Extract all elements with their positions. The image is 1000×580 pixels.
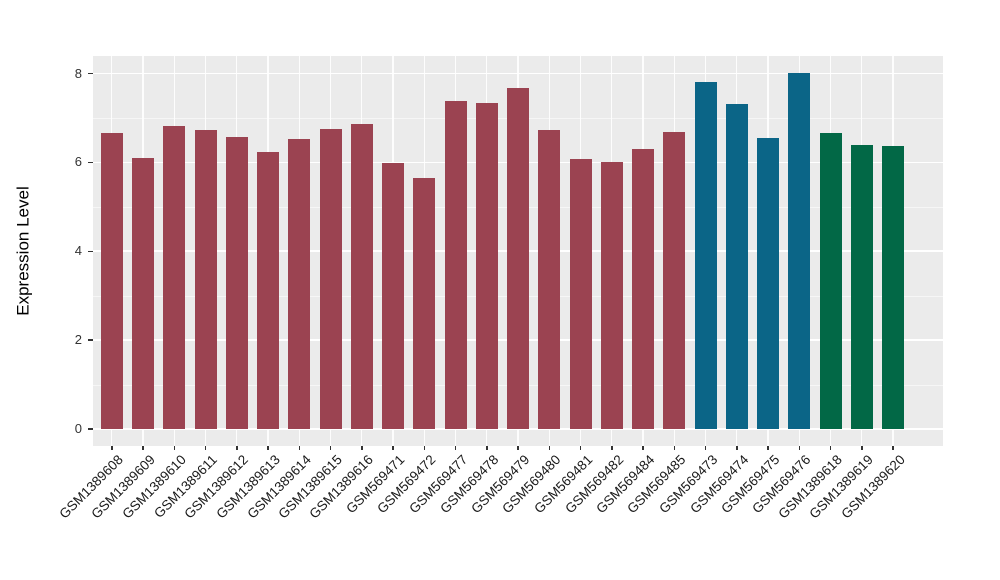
bar-GSM569473 bbox=[694, 81, 717, 429]
bar-GSM1389610 bbox=[163, 125, 186, 429]
x-tick-mark-GSM1389612 bbox=[236, 446, 238, 450]
bar-GSM569481 bbox=[569, 159, 592, 429]
x-tick-mark-GSM569479 bbox=[517, 446, 519, 450]
y-tick-label-6: 6 bbox=[74, 154, 82, 170]
bar-GSM569480 bbox=[538, 129, 561, 429]
bar-GSM569479 bbox=[507, 87, 529, 429]
y-tick-label-8: 8 bbox=[74, 65, 82, 81]
x-tick-mark-GSM569478 bbox=[486, 446, 488, 450]
y-tick-label-0: 0 bbox=[74, 421, 82, 436]
x-tick-mark-GSM1389619 bbox=[861, 446, 863, 450]
x-tick-mark-GSM1389613 bbox=[267, 446, 269, 450]
bar-GSM1389611 bbox=[194, 130, 217, 429]
x-tick-mark-GSM1389610 bbox=[173, 446, 175, 450]
bar-GSM1389619 bbox=[850, 144, 873, 429]
x-tick-mark-GSM1389620 bbox=[892, 446, 894, 450]
bar-GSM1389616 bbox=[350, 124, 373, 429]
bar-GSM569474 bbox=[725, 104, 748, 429]
y-tick-label-2: 2 bbox=[74, 332, 82, 348]
bar-GSM569478 bbox=[475, 103, 498, 429]
bar-GSM1389614 bbox=[288, 139, 311, 429]
bar-GSM1389609 bbox=[132, 158, 154, 429]
x-tick-mark-GSM1389616 bbox=[361, 446, 363, 450]
bar-GSM569482 bbox=[600, 162, 623, 429]
bar-GSM1389612 bbox=[225, 136, 248, 429]
x-tick-mark-GSM1389609 bbox=[142, 446, 144, 450]
bar-GSM569472 bbox=[413, 177, 436, 429]
x-tick-mark-GSM569474 bbox=[736, 446, 738, 450]
x-tick-mark-GSM1389615 bbox=[329, 446, 332, 450]
x-tick-mark-GSM569485 bbox=[673, 446, 675, 450]
y-tick-mark-0 bbox=[88, 428, 93, 430]
bar-GSM1389618 bbox=[819, 133, 842, 429]
x-tick-mark-GSM569482 bbox=[611, 446, 613, 450]
y-tick-mark-6 bbox=[88, 161, 93, 164]
x-tick-mark-GSM1389614 bbox=[298, 446, 300, 450]
x-tick-mark-GSM569475 bbox=[767, 446, 769, 450]
bar-GSM569476 bbox=[788, 72, 811, 429]
bar-GSM1389615 bbox=[319, 129, 342, 429]
x-tick-mark-GSM569480 bbox=[548, 446, 550, 450]
bar-GSM569471 bbox=[382, 163, 404, 429]
x-tick-mark-GSM569484 bbox=[642, 446, 644, 450]
x-tick-mark-GSM569476 bbox=[798, 446, 800, 450]
x-tick-mark-GSM1389608 bbox=[111, 446, 113, 450]
y-tick-mark-8 bbox=[88, 72, 93, 75]
bar-GSM569484 bbox=[632, 148, 654, 429]
x-tick-mark-GSM569471 bbox=[392, 446, 394, 450]
bar-GSM1389613 bbox=[257, 152, 279, 429]
plot-panel bbox=[93, 56, 943, 446]
y-tick-mark-2 bbox=[88, 339, 93, 341]
y-tick-label-4: 4 bbox=[74, 243, 82, 259]
bar-GSM1389608 bbox=[100, 132, 123, 429]
x-tick-mark-GSM569473 bbox=[704, 446, 707, 450]
y-axis-title-text: Expression Level bbox=[14, 186, 33, 316]
bar-GSM569485 bbox=[663, 132, 686, 429]
bar-GSM1389620 bbox=[882, 145, 904, 429]
x-tick-mark-GSM1389611 bbox=[204, 446, 207, 450]
x-tick-mark-GSM569472 bbox=[423, 446, 425, 450]
bar-GSM569477 bbox=[444, 100, 467, 429]
y-tick-mark-4 bbox=[88, 250, 93, 253]
x-tick-mark-GSM1389618 bbox=[829, 446, 832, 450]
y-axis-title: Expression Level bbox=[8, 56, 40, 446]
x-tick-mark-GSM569477 bbox=[454, 446, 457, 450]
bar-GSM569475 bbox=[757, 137, 779, 429]
x-tick-mark-GSM569481 bbox=[579, 446, 582, 450]
